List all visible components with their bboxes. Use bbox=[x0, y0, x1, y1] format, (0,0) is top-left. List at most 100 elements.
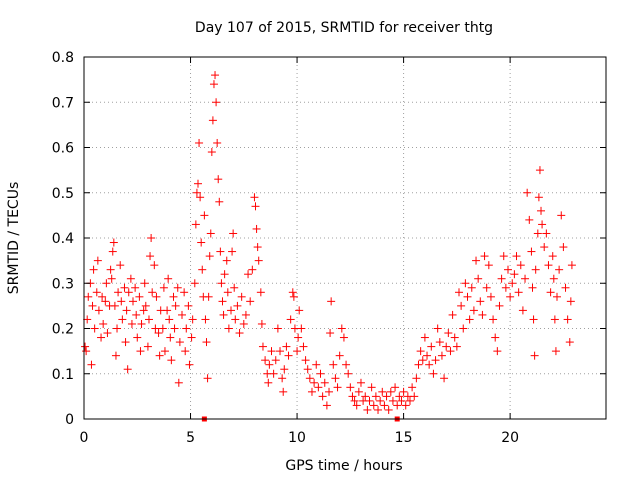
y-tick-label: 0.6 bbox=[52, 141, 74, 157]
data-point bbox=[376, 396, 385, 405]
data-point bbox=[222, 256, 231, 265]
data-point bbox=[118, 315, 127, 324]
data-point bbox=[131, 283, 140, 292]
data-point bbox=[190, 279, 199, 288]
data-point bbox=[215, 197, 224, 206]
data-point bbox=[106, 265, 115, 274]
data-point bbox=[195, 138, 204, 147]
data-point bbox=[474, 274, 483, 283]
data-point bbox=[170, 324, 179, 333]
data-point bbox=[81, 342, 90, 351]
data-point bbox=[312, 360, 321, 369]
data-point bbox=[367, 383, 376, 392]
data-point bbox=[486, 292, 495, 301]
data-point bbox=[318, 392, 327, 401]
data-point bbox=[480, 252, 489, 261]
data-point bbox=[276, 347, 285, 356]
data-point bbox=[423, 351, 432, 360]
data-point bbox=[271, 356, 280, 365]
data-point bbox=[258, 342, 267, 351]
data-point bbox=[278, 374, 287, 383]
data-point bbox=[305, 374, 314, 383]
data-point bbox=[293, 347, 302, 356]
data-point bbox=[489, 315, 498, 324]
data-point bbox=[393, 401, 402, 410]
data-point bbox=[108, 247, 117, 256]
data-point bbox=[499, 252, 508, 261]
data-point bbox=[166, 333, 175, 342]
data-point bbox=[160, 347, 169, 356]
data-point bbox=[214, 175, 223, 184]
data-point bbox=[213, 138, 222, 147]
data-point bbox=[233, 301, 242, 310]
data-point bbox=[141, 301, 150, 310]
data-point bbox=[467, 283, 476, 292]
data-point bbox=[542, 229, 551, 238]
data-point bbox=[352, 401, 361, 410]
data-point bbox=[363, 405, 372, 414]
data-point bbox=[384, 405, 393, 414]
y-tick-label: 0.4 bbox=[52, 231, 74, 247]
data-point bbox=[120, 283, 129, 292]
data-point bbox=[559, 243, 568, 252]
data-point bbox=[476, 297, 485, 306]
data-point bbox=[501, 283, 510, 292]
data-point bbox=[150, 261, 159, 270]
data-point bbox=[412, 374, 421, 383]
data-point bbox=[399, 387, 408, 396]
data-point bbox=[254, 256, 263, 265]
data-point bbox=[148, 288, 157, 297]
data-point bbox=[269, 369, 278, 378]
data-point bbox=[457, 301, 466, 310]
data-point bbox=[386, 387, 395, 396]
data-point bbox=[87, 360, 96, 369]
data-point bbox=[335, 351, 344, 360]
data-point bbox=[454, 288, 463, 297]
data-point bbox=[192, 188, 201, 197]
data-point bbox=[239, 319, 248, 328]
data-point bbox=[510, 270, 519, 279]
data-point bbox=[482, 283, 491, 292]
data-point bbox=[196, 193, 205, 202]
data-point bbox=[356, 378, 365, 387]
data-point bbox=[267, 347, 276, 356]
chart-title: Day 107 of 2015, SRMTID for receiver tht… bbox=[195, 20, 493, 36]
data-point bbox=[174, 378, 183, 387]
data-point bbox=[567, 261, 576, 270]
data-point bbox=[218, 297, 227, 306]
data-point bbox=[397, 396, 406, 405]
y-tick-label: 0 bbox=[65, 412, 74, 428]
data-point bbox=[378, 387, 387, 396]
data-point bbox=[216, 247, 225, 256]
data-point bbox=[217, 279, 226, 288]
data-point bbox=[110, 301, 119, 310]
data-point bbox=[301, 356, 310, 365]
data-point bbox=[342, 360, 351, 369]
data-point bbox=[88, 301, 97, 310]
data-point bbox=[508, 279, 517, 288]
x-tick-label: 15 bbox=[395, 430, 413, 446]
data-point bbox=[126, 274, 135, 283]
data-point bbox=[164, 274, 173, 283]
y-axis-label: SRMTID / TECUs bbox=[6, 182, 22, 295]
data-point bbox=[244, 270, 253, 279]
data-point bbox=[348, 392, 357, 401]
data-point bbox=[495, 301, 504, 310]
x-axis-label: GPS time / hours bbox=[285, 458, 402, 474]
data-point bbox=[565, 338, 574, 347]
data-point bbox=[435, 338, 444, 347]
data-point bbox=[230, 283, 239, 292]
data-point bbox=[506, 292, 515, 301]
data-point bbox=[89, 265, 98, 274]
data-point bbox=[493, 347, 502, 356]
data-point bbox=[228, 247, 237, 256]
data-point bbox=[361, 392, 370, 401]
data-point bbox=[433, 324, 442, 333]
data-point bbox=[224, 324, 233, 333]
data-point bbox=[523, 188, 532, 197]
data-point bbox=[533, 229, 542, 238]
data-point bbox=[350, 396, 359, 405]
data-point bbox=[117, 297, 126, 306]
data-point bbox=[530, 351, 539, 360]
